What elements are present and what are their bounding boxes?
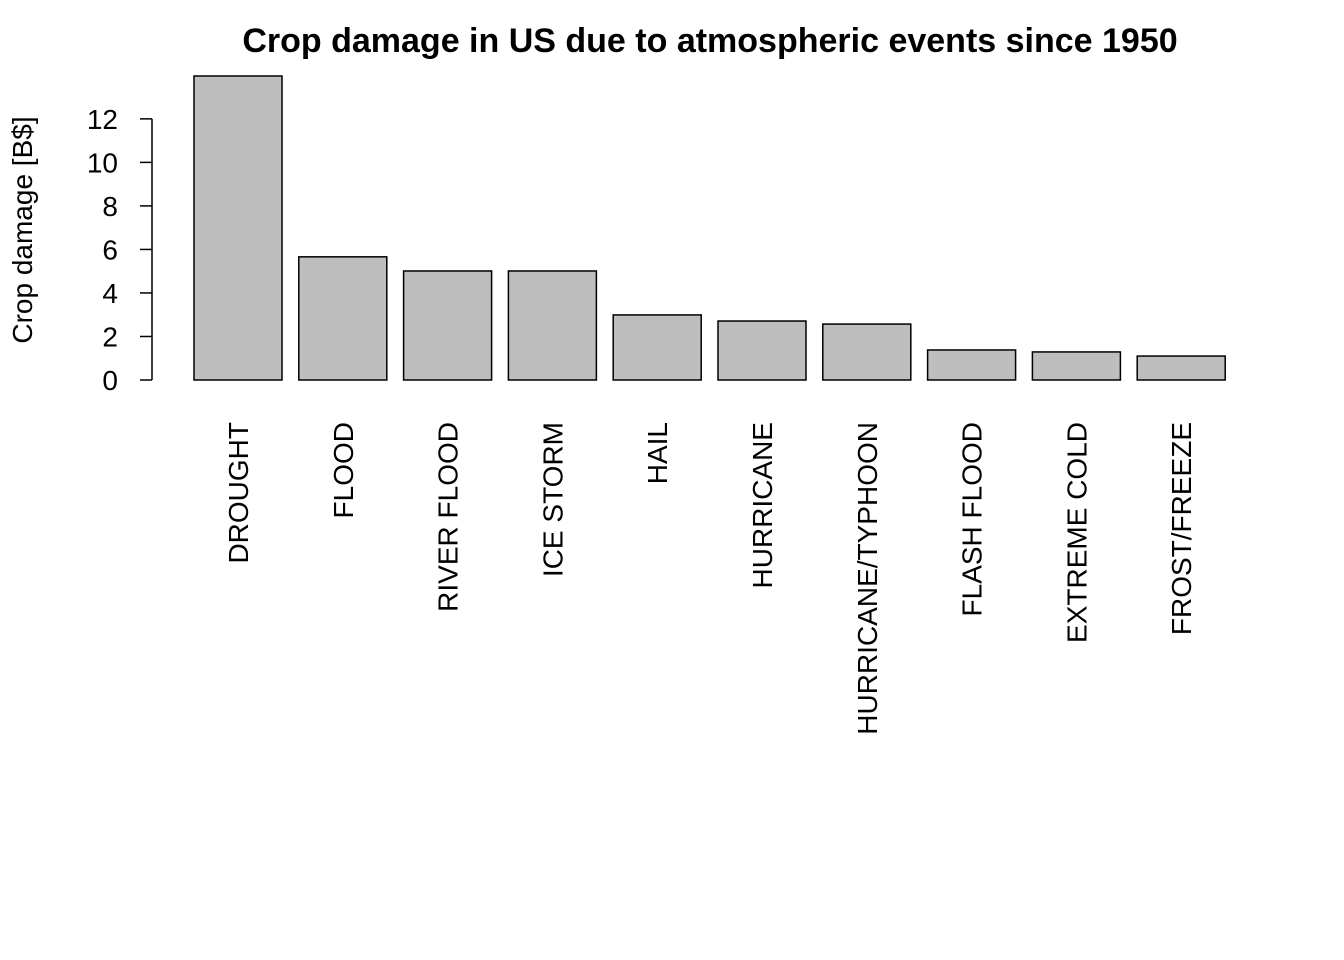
bar bbox=[507, 270, 598, 381]
bar bbox=[193, 75, 283, 381]
y-tick-label: 8 bbox=[102, 191, 118, 222]
y-tick-label: 4 bbox=[102, 278, 118, 309]
chart-title: Crop damage in US due to atmospheric eve… bbox=[242, 22, 1177, 60]
x-tick-label: RIVER FLOOD bbox=[433, 422, 464, 612]
bar bbox=[402, 270, 493, 381]
x-tick-label: FROST/FREEZE bbox=[1166, 422, 1197, 635]
bar bbox=[926, 349, 1017, 381]
y-axis-label: Crop damage [B$] bbox=[7, 116, 38, 343]
bar bbox=[298, 256, 388, 381]
x-tick-label: FLASH FLOOD bbox=[957, 422, 988, 616]
x-tick-label: EXTREME COLD bbox=[1061, 422, 1092, 643]
y-tick-label: 0 bbox=[102, 365, 118, 396]
bar bbox=[1031, 351, 1122, 381]
bar bbox=[822, 323, 912, 381]
bar bbox=[1136, 355, 1226, 381]
x-tick-label: HAIL bbox=[642, 422, 673, 484]
x-tick-label: FLOOD bbox=[328, 422, 359, 518]
y-tick-label: 12 bbox=[87, 104, 118, 135]
x-tick-label: ICE STORM bbox=[537, 422, 568, 577]
y-tick-label: 10 bbox=[87, 147, 118, 178]
bar bbox=[612, 314, 702, 381]
x-tick-label: DROUGHT bbox=[223, 422, 254, 564]
x-tick-label: HURRICANE/TYPHOON bbox=[852, 422, 883, 735]
y-tick-label: 2 bbox=[102, 321, 118, 352]
x-tick-label: HURRICANE bbox=[747, 422, 778, 588]
bar bbox=[717, 320, 807, 381]
y-tick-label: 6 bbox=[102, 234, 118, 265]
